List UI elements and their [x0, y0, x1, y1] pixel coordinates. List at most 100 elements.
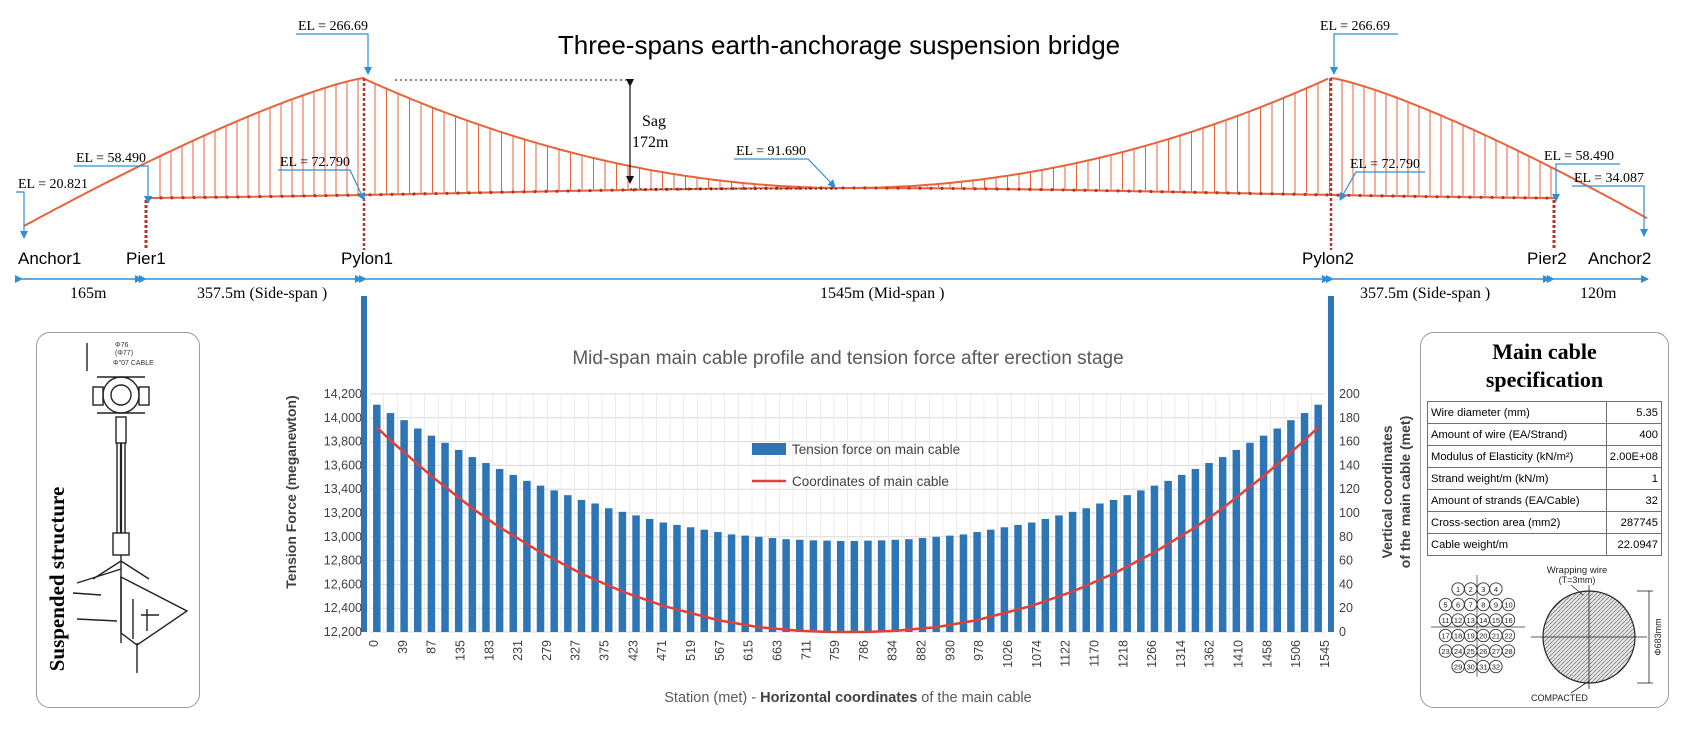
y-tick-left: 12,400	[324, 601, 362, 615]
spec-row: Amount of wire (EA/Strand) 400	[1427, 423, 1663, 446]
y-tick-right: 200	[1339, 387, 1360, 401]
el-mid: EL = 91.690	[736, 144, 806, 159]
deck-node	[467, 191, 471, 195]
strand-number: 17	[1441, 632, 1449, 641]
spec-label: Modulus of Elasticity (kN/m²)	[1427, 445, 1607, 468]
deck-node	[346, 193, 350, 197]
strand-number: 6	[1456, 601, 1460, 610]
deck-node	[181, 196, 185, 200]
x-tick-label: 615	[742, 640, 756, 661]
tension-bar	[577, 499, 586, 632]
deck-node	[1292, 192, 1296, 196]
tension-bar	[386, 413, 395, 632]
deck-node	[907, 186, 911, 190]
y-tick-right: 20	[1339, 601, 1353, 615]
strand-number: 5	[1443, 601, 1447, 610]
spec-value: 22.0947	[1605, 533, 1663, 556]
x-tick-label: 567	[713, 640, 727, 661]
tension-bar	[986, 529, 995, 632]
y-tick-left: 14,200	[324, 387, 362, 401]
strand-number: 21	[1492, 632, 1500, 641]
deck-node	[489, 190, 493, 195]
deck-node	[1105, 189, 1109, 193]
deck-node	[1182, 190, 1186, 194]
x-tick-label: 786	[857, 640, 871, 661]
bridge-elevation	[23, 77, 1648, 250]
y-tick-left: 13,400	[324, 482, 362, 496]
el-pier2: EL = 58.490	[1544, 149, 1614, 164]
tension-bar	[714, 532, 722, 632]
deck-node	[1446, 195, 1450, 199]
deck-node	[577, 189, 581, 193]
tension-bar	[905, 539, 913, 632]
tension-bar	[1082, 508, 1091, 632]
suspended-structure-drawing: Suspended structure Φ76 (Φ77) Φ"07 CABLE	[45, 342, 189, 673]
deck-node	[1347, 193, 1351, 197]
spec-row: Cable weight/m 22.0947	[1427, 533, 1663, 556]
deck-node	[335, 193, 339, 197]
tension-bar	[441, 442, 449, 632]
x-tick-label: 1026	[1001, 640, 1015, 668]
deck-node	[940, 186, 944, 191]
deck-node	[225, 195, 229, 199]
deck-node	[566, 189, 570, 193]
strand-number: 2	[1469, 585, 1473, 594]
tension-bar	[632, 515, 640, 632]
deck-node	[522, 190, 526, 194]
x-tick-label: 135	[454, 640, 468, 661]
spec-label: Amount of wire (EA/Strand)	[1427, 423, 1607, 446]
x-tick-label: 279	[540, 640, 554, 661]
spec-value: 2.00E+08	[1605, 445, 1663, 468]
strand-number: 31	[1479, 663, 1487, 672]
tension-bar	[1273, 428, 1282, 632]
el-pylon2-top: EL = 266.69	[1320, 19, 1390, 34]
tension-bar	[523, 480, 531, 632]
deck-node	[1028, 187, 1032, 192]
tension-bar	[413, 428, 422, 632]
x-tick-label: 1458	[1260, 640, 1274, 668]
deck-node	[555, 189, 559, 193]
deck-node	[1523, 196, 1527, 200]
x-tick-label: 930	[943, 640, 957, 661]
deck-node	[929, 186, 933, 190]
tension-bar	[1123, 495, 1131, 632]
deck-node	[995, 187, 999, 191]
tension-bar	[946, 535, 954, 632]
tension-bar	[1259, 435, 1268, 632]
y-tick-right: 60	[1339, 554, 1353, 568]
strand-number: 20	[1479, 632, 1487, 641]
strand-circle	[1501, 628, 1516, 643]
deck-node	[1490, 195, 1494, 200]
diameter-label: Φ683mm	[1653, 618, 1663, 655]
deck-node	[1358, 193, 1362, 198]
deck-node	[1424, 194, 1428, 199]
deck-node	[896, 186, 900, 190]
tension-bar	[755, 536, 763, 632]
y-tick-left: 13,200	[324, 506, 362, 520]
tension-bar	[768, 537, 777, 632]
deck-node	[610, 188, 614, 192]
tension-bar	[468, 457, 477, 632]
deck-node	[412, 192, 416, 196]
deck-node	[1072, 188, 1076, 192]
legend-swatch-tension	[752, 443, 786, 455]
deck-node	[291, 194, 295, 198]
deck-node	[445, 191, 449, 195]
label-anchor1: Anchor1	[18, 249, 81, 268]
label-anchor2: Anchor2	[1588, 249, 1651, 268]
strand-number: 22	[1504, 632, 1512, 641]
deck-node	[874, 186, 878, 190]
el-anchor1: EL = 20.821	[18, 177, 88, 192]
deck-node	[313, 194, 317, 198]
strand-circle	[1489, 582, 1503, 596]
deck-node	[544, 189, 548, 193]
spec-label: Amount of strands (EA/Cable)	[1427, 489, 1607, 512]
tension-bar	[1109, 499, 1118, 632]
deck-node	[1193, 190, 1197, 194]
spec-table: Wire diameter (mm) 5.35 Amount of wire (EA…	[1427, 401, 1663, 556]
tension-bar	[1041, 518, 1050, 632]
strand-number: 32	[1492, 663, 1500, 672]
sag-value: 172m	[632, 134, 669, 151]
deck-node	[962, 187, 966, 191]
